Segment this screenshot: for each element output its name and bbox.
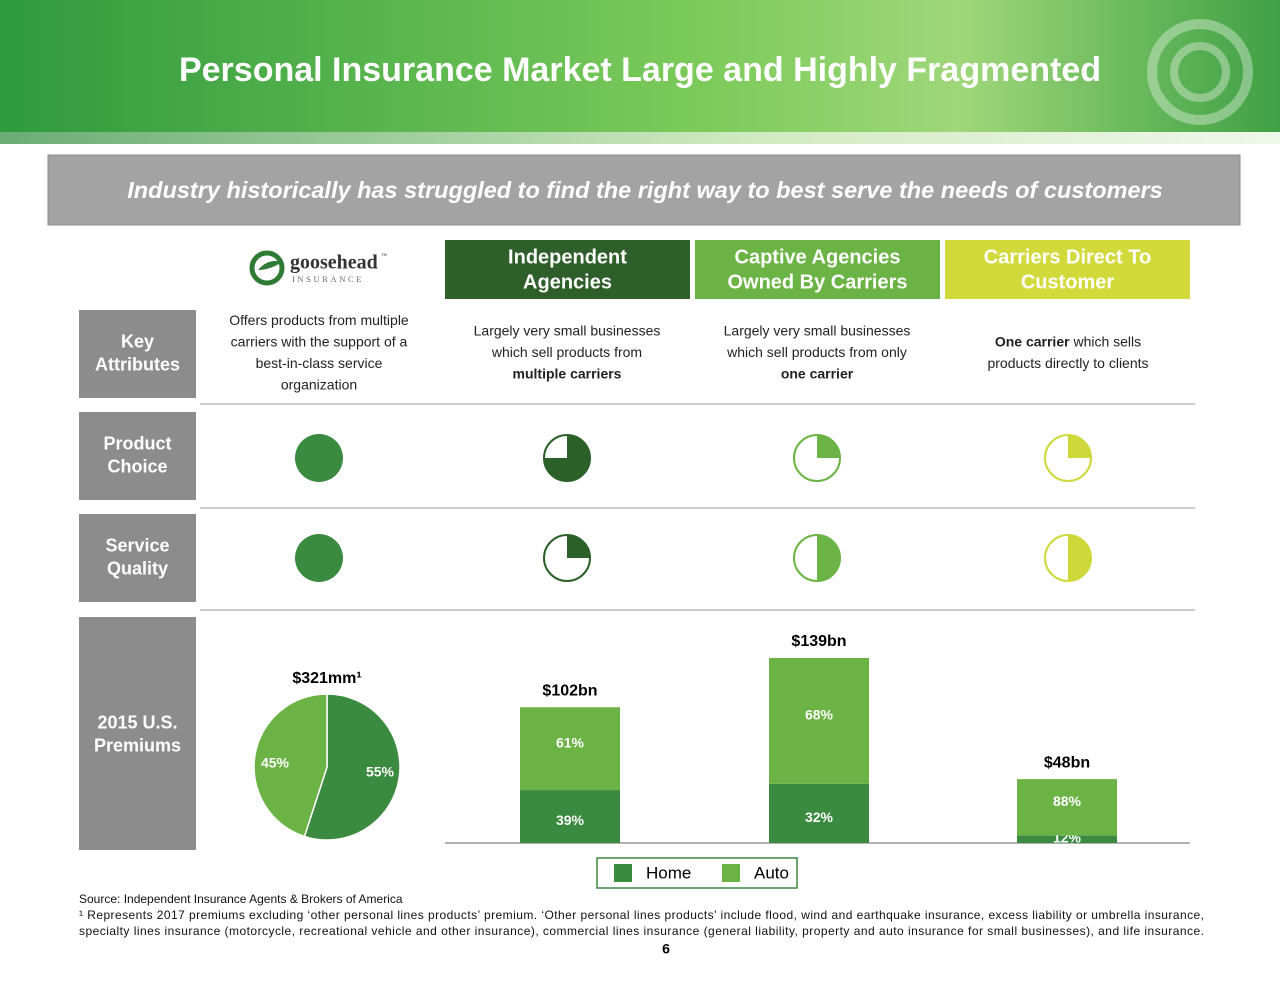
row-label-text: Product [103, 433, 171, 453]
legend-swatch [722, 864, 740, 882]
attribute-text: Offers products from multiple [229, 311, 409, 327]
goosehead-logo: goosehead ™ INSURANCE [249, 250, 387, 286]
banner-box [47, 154, 1241, 226]
attribute-text: Largely very small businesses [474, 322, 661, 338]
attribute-text: Largely very small businesses [724, 322, 911, 338]
attribute-segment: Offers products from multiple [229, 311, 409, 327]
logo-name: goosehead [290, 252, 378, 274]
attribute-segment: One carrier [995, 333, 1070, 349]
harvey-fill [1068, 535, 1091, 581]
harvey-fill [817, 435, 840, 458]
attribute-segment: multiple carriers [513, 365, 622, 381]
bar-segment-label: 32% [805, 809, 834, 825]
pie-slice [253, 693, 328, 838]
attribute-segment: Largely very small businesses [724, 322, 911, 338]
bar-segment [769, 658, 869, 784]
pie-label: 45% [261, 755, 290, 771]
attribute-text: one carrier [781, 365, 854, 381]
bar-segment [1017, 779, 1117, 836]
row-label-text: Attributes [95, 354, 180, 374]
bar-segment [520, 707, 620, 791]
attribute-segment: which sells [1070, 333, 1142, 349]
attribute-segment: best-in-class service [256, 354, 383, 370]
column-header-text: Carriers Direct To [984, 246, 1151, 268]
row-label-text: Quality [107, 558, 168, 578]
attribute-segment: organization [281, 376, 357, 392]
row-label-box [79, 310, 196, 398]
legend-text: Auto [754, 863, 789, 882]
corner-logo [1147, 19, 1253, 125]
bar-segment-label: 88% [1053, 793, 1082, 809]
bar-segment-label: 68% [805, 707, 834, 723]
pie-label: 55% [366, 764, 395, 780]
bar-total-label: $102bn [542, 682, 597, 699]
logo-tagline: INSURANCE [292, 274, 364, 284]
row-label-text: Service [105, 535, 169, 555]
column-header-text: Independent [508, 246, 627, 268]
attribute-text: carriers with the support of a [231, 333, 408, 349]
row-label-box [79, 412, 196, 500]
row-label-text: Premiums [94, 735, 181, 755]
bar-total-label: $48bn [1044, 754, 1090, 771]
footnote: Source: Independent Insurance Agents & B… [79, 892, 403, 906]
row-label-text: Choice [107, 456, 167, 476]
attribute-segment: which sell products from [491, 344, 642, 360]
attribute-text: products directly to clients [987, 354, 1148, 370]
harvey-fill [1068, 435, 1091, 458]
bar-total-label: $139bn [791, 633, 846, 650]
attribute-segment: Largely very small businesses [474, 322, 661, 338]
harvey-ball [295, 534, 343, 582]
attribute-text: best-in-class service [256, 354, 383, 370]
bar-segment [1017, 835, 1117, 843]
legend-text: Home [646, 863, 691, 882]
column-header-text: Agencies [523, 271, 612, 293]
banner-text: Industry historically has struggled to f… [127, 177, 1163, 203]
harvey-fill [544, 435, 590, 481]
row-label-text: Key [121, 331, 154, 351]
bar-segment [520, 790, 620, 843]
attribute-segment: products directly to clients [987, 354, 1148, 370]
harvey-fill [567, 535, 590, 558]
attribute-segment: carriers with the support of a [231, 333, 408, 349]
bar-segment-label: 61% [556, 734, 585, 750]
column-header-text: Captive Agencies [735, 246, 901, 268]
column-header-text: Customer [1021, 271, 1115, 293]
page-number: 6 [662, 941, 670, 957]
column-header [695, 240, 940, 299]
row-label-box [79, 514, 196, 602]
header-band [0, 0, 1280, 132]
logo-tm: ™ [381, 253, 387, 260]
harvey-ball [295, 434, 343, 482]
attribute-segment: which sell products from only [726, 344, 907, 360]
row-label-text: 2015 U.S. [97, 712, 177, 732]
bar-segment [769, 783, 869, 843]
pie-title: $321mm¹ [292, 670, 361, 687]
column-header [945, 240, 1190, 299]
legend-swatch [614, 864, 632, 882]
attribute-text: organization [281, 376, 357, 392]
footnote: ¹ Represents 2017 premiums excluding ‘ot… [79, 908, 1204, 922]
row-label-box [79, 617, 196, 850]
attribute-text: which sell products from [491, 344, 642, 360]
column-header [445, 240, 690, 299]
harvey-fill [817, 535, 840, 581]
slide-title: Personal Insurance Market Large and High… [179, 51, 1101, 89]
attribute-segment: one carrier [781, 365, 854, 381]
column-header-text: Owned By Carriers [727, 271, 907, 293]
attribute-text: which sell products from only [726, 344, 907, 360]
attribute-text: One carrier which sells [995, 333, 1141, 349]
pie-slice [303, 693, 401, 841]
attribute-text: multiple carriers [513, 365, 622, 381]
footnote: specialty lines insurance (motorcycle, r… [79, 924, 1204, 938]
header-underline [0, 132, 1280, 144]
bar-segment-label: 39% [556, 812, 585, 828]
